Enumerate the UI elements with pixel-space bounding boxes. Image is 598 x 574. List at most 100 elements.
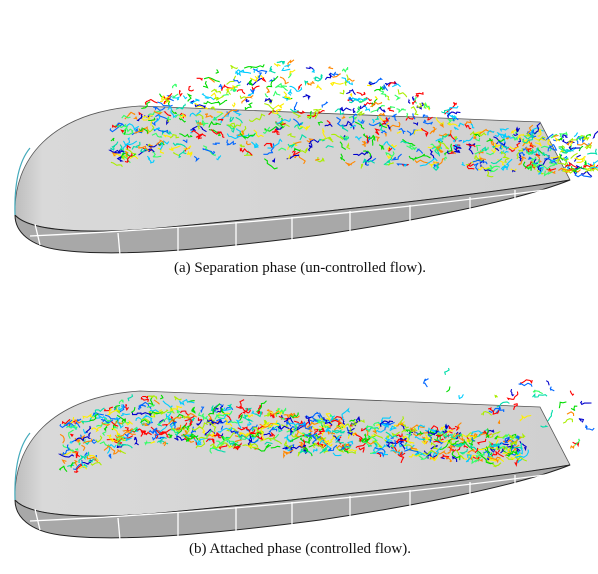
streak bbox=[250, 410, 255, 415]
streak bbox=[379, 122, 388, 129]
streak bbox=[178, 117, 186, 123]
streak bbox=[311, 69, 315, 73]
streak bbox=[215, 418, 232, 424]
streak bbox=[574, 164, 585, 170]
streak bbox=[237, 433, 244, 439]
streak bbox=[196, 77, 203, 82]
streak bbox=[464, 123, 472, 130]
streak bbox=[401, 428, 406, 433]
streak bbox=[485, 434, 490, 439]
streak bbox=[304, 425, 313, 431]
streak bbox=[264, 97, 272, 103]
streak bbox=[385, 441, 391, 448]
streak bbox=[379, 420, 394, 427]
streak bbox=[78, 441, 81, 446]
streak bbox=[462, 134, 475, 144]
streak bbox=[525, 132, 533, 138]
streak bbox=[470, 433, 478, 439]
streak bbox=[341, 115, 346, 119]
streak bbox=[266, 87, 271, 94]
streak bbox=[430, 143, 438, 150]
streak bbox=[339, 124, 349, 132]
streak bbox=[474, 146, 489, 155]
streak bbox=[405, 115, 415, 121]
streak bbox=[432, 157, 445, 167]
streak bbox=[486, 138, 494, 143]
streak bbox=[354, 433, 363, 443]
streak bbox=[279, 407, 287, 414]
streak bbox=[73, 463, 83, 473]
streak bbox=[231, 102, 236, 108]
streak bbox=[453, 126, 459, 131]
streak bbox=[136, 114, 143, 122]
streak bbox=[157, 147, 165, 154]
streak bbox=[66, 423, 78, 430]
streak bbox=[528, 149, 537, 156]
streak bbox=[510, 129, 518, 134]
streak bbox=[327, 444, 338, 452]
streak bbox=[464, 120, 473, 125]
streak bbox=[62, 444, 76, 453]
streak bbox=[140, 396, 150, 403]
streak bbox=[145, 394, 158, 400]
streak bbox=[474, 137, 481, 142]
streak bbox=[137, 406, 142, 411]
streak bbox=[365, 424, 376, 430]
streak bbox=[167, 106, 177, 119]
streak bbox=[239, 132, 256, 140]
streak bbox=[391, 83, 401, 88]
streak bbox=[179, 112, 187, 119]
streak bbox=[494, 394, 498, 398]
streak bbox=[148, 429, 156, 435]
streak bbox=[332, 452, 342, 457]
streak bbox=[283, 451, 286, 459]
streak bbox=[381, 83, 389, 92]
streak bbox=[220, 115, 229, 124]
streak bbox=[368, 121, 381, 127]
streak bbox=[260, 437, 272, 442]
streak bbox=[351, 421, 357, 426]
streak bbox=[456, 442, 466, 448]
streak bbox=[482, 430, 488, 435]
streak bbox=[75, 453, 81, 459]
streak bbox=[238, 412, 243, 419]
streak bbox=[242, 407, 248, 414]
streak bbox=[256, 435, 264, 441]
streak bbox=[171, 426, 186, 433]
streak bbox=[78, 454, 86, 464]
streak bbox=[390, 449, 404, 456]
streak bbox=[560, 167, 574, 172]
streak bbox=[519, 379, 533, 385]
streak bbox=[570, 444, 575, 450]
streak bbox=[363, 441, 371, 448]
streak bbox=[488, 442, 501, 448]
streak bbox=[122, 436, 132, 442]
streak bbox=[569, 390, 575, 396]
streak bbox=[339, 135, 348, 140]
streak bbox=[558, 136, 563, 141]
streak bbox=[374, 88, 381, 92]
streak bbox=[61, 459, 67, 464]
streak bbox=[494, 434, 507, 440]
streak bbox=[397, 453, 405, 464]
streak bbox=[510, 388, 515, 397]
streak bbox=[452, 149, 461, 154]
streak bbox=[356, 416, 361, 422]
streak bbox=[110, 141, 119, 151]
streak bbox=[201, 92, 209, 98]
streak bbox=[251, 444, 272, 452]
streak bbox=[133, 436, 139, 446]
streak bbox=[334, 108, 345, 116]
streak bbox=[266, 75, 279, 89]
streak bbox=[452, 137, 459, 143]
streak bbox=[290, 412, 296, 417]
streak bbox=[159, 394, 164, 400]
streak bbox=[491, 142, 498, 154]
streak bbox=[176, 409, 181, 414]
streak bbox=[152, 151, 162, 158]
streak bbox=[245, 140, 252, 146]
streak bbox=[318, 138, 326, 142]
streak bbox=[245, 98, 250, 103]
streak bbox=[91, 426, 102, 433]
